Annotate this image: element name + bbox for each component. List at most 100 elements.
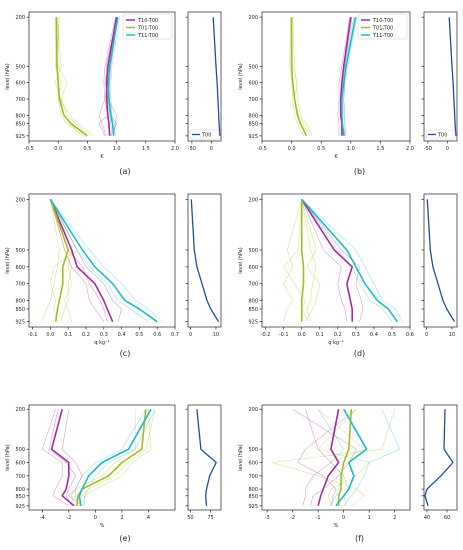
member-line [317, 408, 370, 506]
side-legend-box [425, 129, 456, 140]
y-tick-label: 925 [15, 504, 25, 510]
side-legend-label: T00 [201, 133, 211, 139]
panel-caption: (f) [355, 534, 364, 543]
y-tick-label: 700 [248, 474, 258, 480]
member-line [71, 409, 136, 506]
y-tick-label: 700 [15, 474, 25, 480]
x-tick-label: 0.0 [46, 332, 54, 338]
y-tick-label: 500 [248, 447, 258, 453]
x-axis-label: % [100, 523, 105, 529]
y-tick-label: 600 [248, 460, 258, 466]
member-line [50, 199, 149, 322]
member-line [98, 17, 117, 136]
x-tick-label: 0.6 [406, 332, 414, 338]
legend-box [357, 13, 408, 40]
member-line [301, 199, 404, 322]
series-line-t11-t00 [335, 408, 368, 507]
y-axis-label: level (hPa) [5, 63, 11, 89]
y-tick-label: 925 [15, 134, 25, 140]
x-tick-label: 0.3 [100, 332, 108, 338]
member-line [301, 199, 321, 322]
x-tick-label: 2.0 [406, 146, 414, 152]
member-line [81, 409, 152, 506]
side-profile-line [212, 17, 221, 136]
x-tick-label: 0.0 [298, 332, 306, 338]
y-axis-label: level (hPa) [238, 63, 244, 89]
x-tick-label: 4 [147, 515, 150, 521]
y-tick-label: 600 [15, 81, 25, 87]
main-axes-frame [28, 404, 176, 511]
side-axes-frame [423, 404, 458, 511]
series-line-t11-t00 [49, 198, 158, 323]
side-profile-line [196, 409, 217, 506]
y-tick-label: 800 [15, 487, 25, 493]
y-tick-label: 800 [15, 299, 25, 305]
y-tick-label: 200 [15, 15, 25, 21]
x-tick-label: 0.1 [316, 332, 324, 338]
x-tick-label: -0.5 [257, 146, 267, 152]
x-tick-label: 2.0 [171, 146, 179, 152]
y-tick-label: 600 [15, 265, 25, 271]
side-legend-box [189, 129, 220, 140]
series-line-t11-t00 [78, 408, 152, 506]
series-line-t01-t00 [49, 199, 69, 322]
y-tick-label: 850 [15, 307, 25, 313]
y-tick-label: 600 [248, 265, 258, 271]
member-line [272, 409, 395, 507]
side-x-tick-label: 0 [189, 332, 192, 338]
y-tick-label: 925 [15, 320, 25, 326]
panel-caption: (d) [354, 349, 365, 358]
y-tick-label: 200 [248, 197, 258, 203]
x-tick-label: 0.1 [64, 332, 72, 338]
y-tick-label: 925 [248, 134, 258, 140]
y-axis-label: level (hPa) [5, 444, 11, 470]
x-tick-label: 1.0 [113, 146, 121, 152]
legend-label: T01-T00 [137, 26, 158, 32]
member-line [292, 408, 357, 506]
member-line [317, 409, 345, 506]
x-tick-label: 0 [94, 515, 97, 521]
y-tick-label: 600 [15, 460, 25, 466]
member-line [75, 409, 147, 506]
y-tick-label: 700 [248, 97, 258, 103]
member-line [301, 199, 348, 322]
legend-label: T10-T00 [372, 18, 393, 24]
x-axis-label: q kg⁻¹ [328, 340, 343, 346]
member-line [48, 409, 76, 506]
x-tick-label: -0.1 [279, 332, 289, 338]
member-line [41, 199, 60, 322]
y-tick-label: 600 [248, 81, 258, 87]
panel-caption: (e) [119, 534, 130, 543]
x-tick-label: 1 [368, 515, 371, 521]
y-tick-label: 700 [15, 282, 25, 288]
panel-caption: (a) [119, 167, 130, 176]
series-line-t11-t00 [107, 17, 119, 136]
y-axis-label: level (hPa) [238, 444, 244, 470]
panel-d: 200 500 600 700 800 850 925 level (hPa) -0.2 -0.1… [238, 193, 458, 358]
side-x-tick-label: 50 [187, 515, 193, 521]
member-line [301, 199, 393, 322]
y-tick-label: 850 [15, 494, 25, 500]
side-x-tick-label: 0 [210, 146, 213, 152]
x-tick-label: -2 [290, 515, 295, 521]
x-tick-label: 0.4 [118, 332, 126, 338]
y-tick-label: 800 [248, 113, 258, 119]
y-tick-label: 925 [248, 504, 258, 510]
member-line [84, 409, 156, 506]
x-axis-label: q kg⁻¹ [94, 340, 109, 346]
y-tick-label: 500 [248, 248, 258, 254]
series-line-t01-t00 [76, 409, 147, 506]
member-line [50, 199, 122, 322]
x-axis-label: % [334, 523, 339, 529]
member-line [98, 17, 116, 136]
y-tick-label: 500 [15, 447, 25, 453]
x-tick-label: -0.2 [261, 332, 271, 338]
y-tick-label: 200 [15, 407, 25, 413]
main-axes-frame [28, 193, 176, 328]
side-x-tick-label: 75 [207, 515, 213, 521]
member-line [50, 199, 163, 322]
member-line [283, 199, 302, 322]
